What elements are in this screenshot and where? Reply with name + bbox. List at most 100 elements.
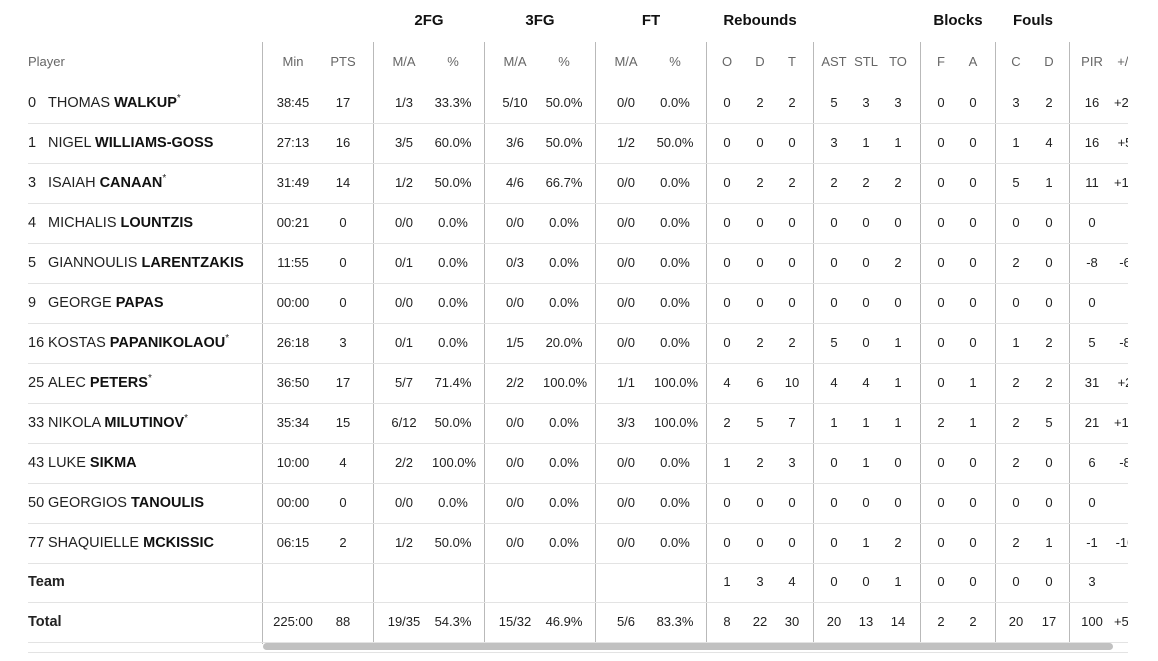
header-reb-t[interactable]: T	[788, 54, 796, 69]
header-ft-ma[interactable]: M/A	[614, 54, 638, 69]
player-name[interactable]: 0 THOMAS WALKUP*	[28, 83, 181, 123]
header-pir[interactable]: PIR	[1081, 54, 1103, 69]
header-3fg-ma[interactable]: M/A	[503, 54, 527, 69]
cell-fg3-pct: 66.7%	[545, 175, 583, 190]
header-ast[interactable]: AST	[821, 54, 847, 69]
cell-blk-a: 2	[969, 614, 977, 629]
cell-ft-pct: 83.3%	[656, 614, 694, 629]
cell-fg3-pct: 0.0%	[549, 255, 579, 270]
cell-ft-pct: 0.0%	[660, 535, 690, 550]
cell-pts: 16	[335, 135, 351, 150]
header-foul-c[interactable]: C	[1011, 54, 1021, 69]
cell-ft-pct: 0.0%	[660, 175, 690, 190]
cell-min: 36:50	[276, 375, 310, 390]
cell-fg2-pct: 0.0%	[438, 335, 468, 350]
cell-blk-f: 0	[937, 175, 945, 190]
player-name[interactable]: 5 GIANNOULIS LARENTZAKIS	[28, 243, 244, 283]
cell-fg2-pct: 0.0%	[438, 255, 468, 270]
cell-ft-pct: 100.0%	[654, 415, 699, 430]
header-blk-a[interactable]: A	[968, 54, 978, 69]
cell-min: 31:49	[276, 175, 310, 190]
cell-to: 2	[894, 535, 902, 550]
cell-fg2-ma: 1/2	[394, 535, 414, 550]
header-reb-o[interactable]: O	[721, 54, 733, 69]
cell-to: 0	[894, 215, 902, 230]
player-name[interactable]: 3 ISAIAH CANAAN*	[28, 163, 166, 203]
col-divider	[595, 42, 596, 644]
cell-foul-d: 0	[1045, 455, 1053, 470]
cell-blk-f: 2	[937, 614, 945, 629]
cell-blk-a: 0	[969, 495, 977, 510]
cell-reb-o: 0	[723, 295, 731, 310]
cell-stl: 0	[862, 495, 870, 510]
header-plus-minus[interactable]: +/-	[1117, 54, 1128, 69]
cell-fg2-ma: 0/1	[394, 335, 414, 350]
cell-min: 26:18	[276, 335, 310, 350]
cell-fg3-ma: 5/10	[502, 95, 528, 110]
cell-fg2-pct: 100.0%	[432, 455, 477, 470]
cell-fg3-ma: 2/2	[505, 375, 525, 390]
cell-foul-d: 0	[1045, 495, 1053, 510]
cell-reb-t: 7	[788, 415, 796, 430]
header-to[interactable]: TO	[889, 54, 907, 69]
player-number: 16	[28, 335, 45, 351]
cell-to: 2	[894, 175, 902, 190]
header-reb-d[interactable]: D	[755, 54, 765, 69]
header-foul-d[interactable]: D	[1044, 54, 1054, 69]
player-name[interactable]: 16 KOSTAS PAPANIKOLAOU*	[28, 323, 229, 363]
player-number: 43	[28, 455, 45, 471]
cell-fg2-pct: 33.3%	[434, 95, 472, 110]
cell-blk-f: 0	[937, 335, 945, 350]
cell-fg2-ma: 0/0	[394, 495, 414, 510]
header-3fg-pct[interactable]: %	[558, 54, 570, 69]
cell-foul-d: 0	[1045, 574, 1053, 589]
team-row: Team 1 3 4 0 0 1 0 0 0 0 3	[28, 562, 1128, 603]
player-name[interactable]: 77 SHAQUIELLE MCKISSIC	[28, 523, 214, 563]
col-divider	[373, 42, 374, 644]
cell-blk-a: 0	[969, 95, 977, 110]
player-name[interactable]: 4 MICHALIS LOUNTZIS	[28, 203, 193, 243]
header-2fg-ma[interactable]: M/A	[392, 54, 416, 69]
cell-ast: 0	[830, 495, 838, 510]
player-name[interactable]: 33 NIKOLA MILUTINOV*	[28, 403, 188, 443]
cell-reb-o: 0	[723, 175, 731, 190]
header-player[interactable]: Player	[28, 54, 65, 69]
header-stl[interactable]: STL	[854, 54, 878, 69]
cell-pir: 0	[1088, 215, 1096, 230]
player-name[interactable]: 1 NIGEL WILLIAMS-GOSS	[28, 123, 213, 163]
cell-blk-a: 0	[969, 295, 977, 310]
header-ft-pct[interactable]: %	[669, 54, 681, 69]
cell-pts: 0	[339, 255, 347, 270]
player-name[interactable]: 43 LUKE SIKMA	[28, 443, 137, 483]
group-blocks: Blocks	[933, 12, 983, 29]
player-name[interactable]: 9 GEORGE PAPAS	[28, 283, 164, 323]
cell-pm: +20	[1113, 95, 1128, 110]
cell-ft-ma: 0/0	[616, 175, 636, 190]
header-pts[interactable]: PTS	[330, 54, 356, 69]
cell-blk-f: 0	[937, 215, 945, 230]
header-blk-f[interactable]: F	[937, 54, 945, 69]
cell-reb-o: 0	[723, 535, 731, 550]
cell-ft-ma: 1/1	[616, 375, 636, 390]
cell-fg3-pct: 0.0%	[549, 215, 579, 230]
player-name[interactable]: 25 ALEC PETERS*	[28, 363, 152, 403]
cell-ft-pct	[654, 562, 696, 602]
header-min[interactable]: Min	[282, 54, 304, 69]
cell-fg3-ma: 15/32	[498, 614, 532, 629]
player-name[interactable]: 50 GEORGIOS TANOULIS	[28, 483, 204, 523]
header-2fg-pct[interactable]: %	[447, 54, 459, 69]
cell-pts: 88	[335, 614, 351, 629]
cell-fg2-pct: 54.3%	[434, 614, 472, 629]
horizontal-scrollbar[interactable]	[263, 643, 1113, 650]
cell-pir: 5	[1088, 335, 1096, 350]
boxscore-table: 2FG 3FG FT Rebounds Blocks Fouls Player …	[28, 0, 1128, 661]
cell-foul-d: 1	[1045, 535, 1053, 550]
cell-fg2-ma: 1/3	[394, 95, 414, 110]
table-row: 1 NIGEL WILLIAMS-GOSS 27:13 16 3/5 60.0% 3/6 50…	[28, 123, 1128, 164]
cell-foul-d: 2	[1045, 375, 1053, 390]
cell-reb-d: 0	[756, 495, 764, 510]
cell-foul-d: 1	[1045, 175, 1053, 190]
cell-reb-d: 0	[756, 135, 764, 150]
cell-ast: 1	[830, 415, 838, 430]
cell-pts: 4	[339, 455, 347, 470]
